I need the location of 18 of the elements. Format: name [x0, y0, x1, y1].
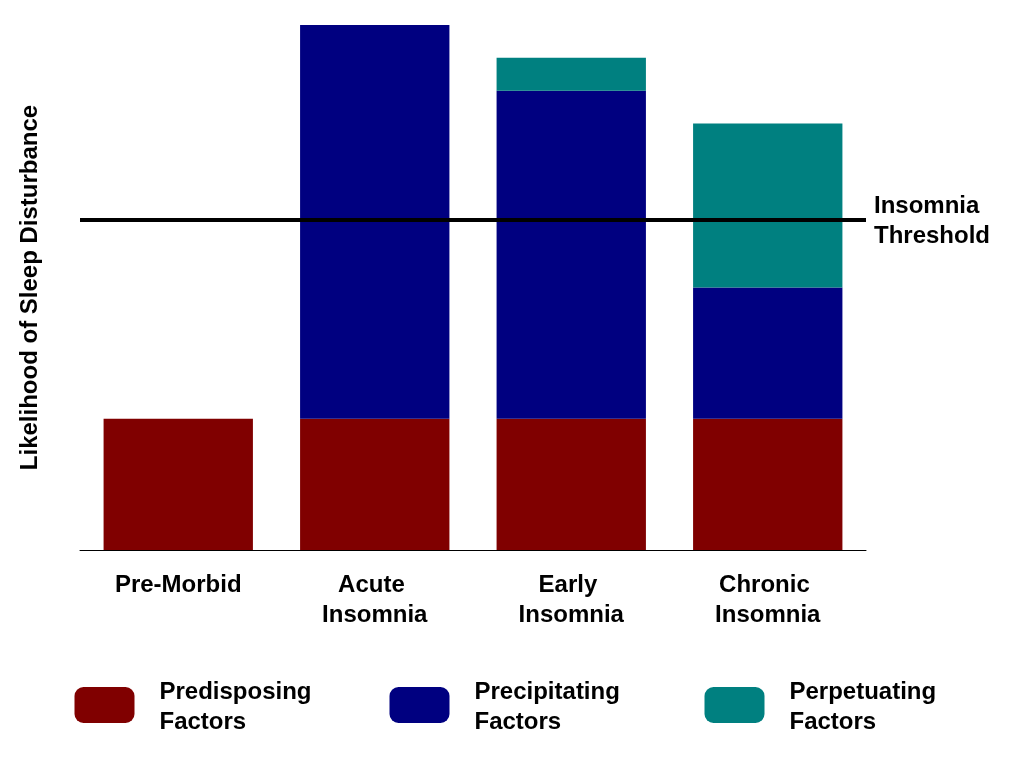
y-axis-title: Likelihood of Sleep Disturbance — [14, 104, 42, 471]
x-tick-label: Early Insomnia — [518, 569, 625, 627]
x-tick-label: Pre-Morbid — [114, 569, 242, 597]
bar — [693, 287, 843, 419]
bar — [693, 418, 843, 550]
x-tick-label: Acute Insomnia — [322, 569, 429, 627]
legend-label: Perpetuating Factors — [789, 676, 943, 734]
bar — [496, 90, 646, 419]
bar — [300, 25, 450, 419]
legend-label: Precipitating Factors — [474, 676, 627, 734]
bar — [693, 123, 843, 288]
bar — [496, 57, 646, 91]
bar — [300, 418, 450, 550]
x-tick-label: Chronic Insomnia — [715, 569, 822, 627]
legend-label: Predisposing Factors — [159, 676, 319, 734]
bar — [103, 418, 253, 550]
ref-line-label: Insomnia Threshold — [874, 190, 991, 248]
bar — [496, 418, 646, 550]
